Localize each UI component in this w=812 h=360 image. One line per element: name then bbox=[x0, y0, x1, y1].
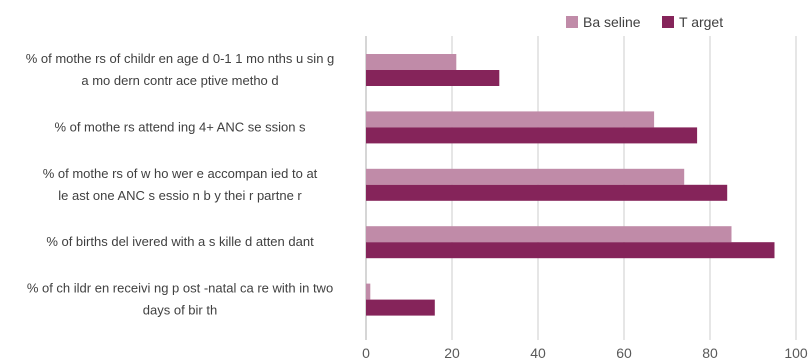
x-tick-label: 20 bbox=[444, 345, 460, 360]
x-tick-label: 80 bbox=[702, 345, 718, 360]
category-label: % of births del ivered with a s kille d … bbox=[46, 234, 314, 249]
bar-target bbox=[366, 127, 698, 144]
legend-swatch-baseline bbox=[566, 16, 578, 28]
legend-label: Ba seline bbox=[583, 14, 641, 30]
bar-baseline bbox=[366, 226, 732, 243]
bar-baseline bbox=[366, 111, 655, 128]
category-label: % of mothe rs of w ho wer e accompan ied… bbox=[43, 166, 318, 181]
x-axis-ticks: 0 20 40 60 80 100 bbox=[362, 345, 808, 360]
bar-target bbox=[366, 70, 500, 86]
category-label: % of ch ildr en receivi ng p ost -natal … bbox=[27, 281, 333, 296]
bar-baseline bbox=[366, 168, 685, 185]
x-tick-label: 40 bbox=[530, 345, 546, 360]
category-label: % of mothe rs attend ing 4+ ANC se ssion… bbox=[54, 119, 306, 134]
bars bbox=[366, 54, 775, 316]
category-label: days of bir th bbox=[143, 303, 217, 318]
category-label: le ast one ANC s essio n b y thei r part… bbox=[58, 188, 302, 203]
bar-target bbox=[366, 184, 728, 201]
bar-target bbox=[366, 242, 775, 259]
legend: Ba seline T arget bbox=[566, 14, 723, 30]
bar-baseline bbox=[366, 54, 457, 70]
category-labels: % of mothe rs of childr en age d 0-1 1 m… bbox=[26, 51, 335, 318]
bar-target bbox=[366, 299, 435, 316]
x-tick-label: 60 bbox=[616, 345, 632, 360]
category-label: % of mothe rs of childr en age d 0-1 1 m… bbox=[26, 51, 335, 66]
legend-swatch-target bbox=[662, 16, 674, 28]
category-label: a mo dern contr ace ptive metho d bbox=[81, 73, 278, 88]
x-tick-label: 100 bbox=[784, 345, 808, 360]
bar-baseline bbox=[366, 283, 371, 300]
x-tick-label: 0 bbox=[362, 345, 370, 360]
legend-label: T arget bbox=[679, 14, 723, 30]
